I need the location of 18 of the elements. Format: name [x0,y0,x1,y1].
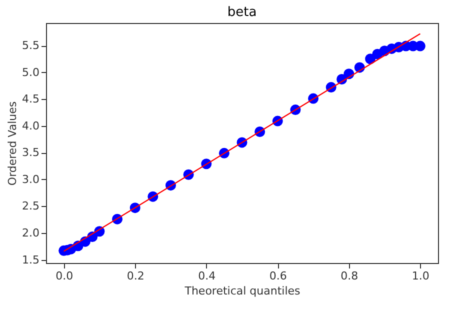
y-tick-label: 1.5 [22,253,40,266]
x-tick-label: 0.8 [340,270,358,282]
x-tick-label: 0.0 [56,270,74,282]
y-tick-label: 3.0 [22,172,40,186]
y-tick-label: 2.0 [22,226,40,240]
x-tick-label: 0.4 [198,270,216,282]
y-tick-label: 5.0 [22,66,40,79]
y-tick-label: 3.5 [22,146,40,160]
x-tick-label: 0.2 [126,270,144,282]
y-tick-label: 4.5 [22,92,40,106]
y-tick-label: 5.5 [22,39,40,52]
x-tick-label: 0.6 [269,270,287,282]
x-tick-label: 1.0 [412,270,430,282]
chart-title: beta [227,5,257,20]
x-axis-title: Theoretical quantiles [184,284,301,298]
y-tick-label: 2.5 [22,200,40,213]
y-tick-label: 4.0 [22,119,40,132]
y-axis-title: Ordered Values [6,101,20,186]
